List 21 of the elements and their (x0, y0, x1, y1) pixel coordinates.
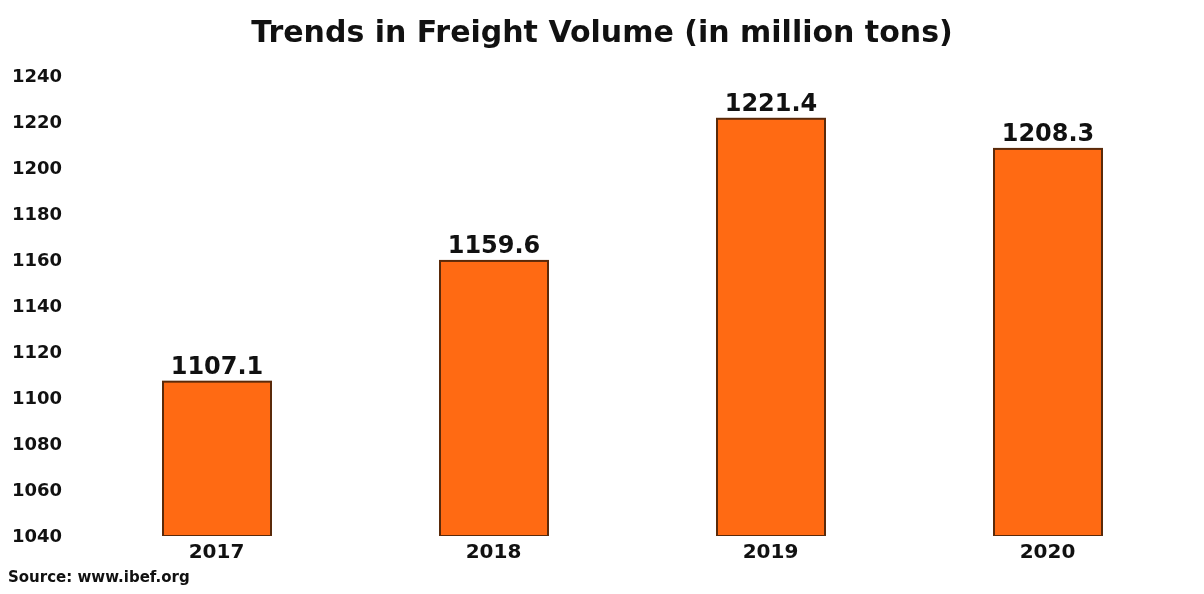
data-label: 1208.3 (1001, 118, 1095, 147)
y-tick-label: 1240 (12, 65, 63, 87)
y-tick-label: 1040 (12, 525, 63, 547)
y-tick-label: 1160 (12, 249, 63, 271)
y-tick-label: 1080 (12, 433, 63, 455)
x-tick-label: 2019 (742, 539, 799, 564)
y-tick-label: 1180 (12, 203, 63, 225)
x-tick-label: 2020 (1019, 539, 1076, 564)
y-tick-label: 1200 (12, 157, 63, 179)
y-tick-label: 1120 (12, 341, 63, 363)
y-tick-label: 1060 (12, 479, 63, 501)
y-tick-label: 1140 (12, 295, 63, 317)
data-label: 1107.1 (170, 351, 264, 380)
x-tick-label: 2017 (188, 539, 245, 564)
y-tick-label: 1100 (12, 387, 63, 409)
data-label: 1159.6 (447, 230, 541, 259)
chart-title: Trends in Freight Volume (in million tons) (250, 13, 954, 51)
y-tick-label: 1220 (12, 111, 63, 133)
source-note: Source: www.ibef.org (8, 568, 190, 586)
data-label: 1221.4 (724, 88, 818, 117)
x-tick-label: 2018 (465, 539, 522, 564)
